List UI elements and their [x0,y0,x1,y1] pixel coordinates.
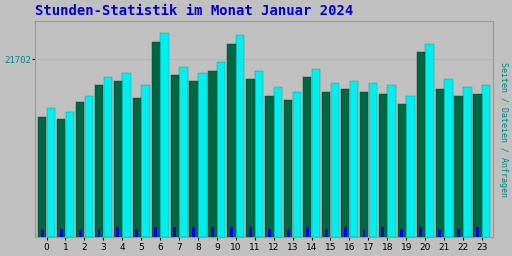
Bar [268,229,271,237]
Bar [381,227,385,237]
Bar [84,96,93,237]
Bar [173,227,176,237]
Bar [170,75,179,237]
Bar [255,71,263,237]
Bar [369,83,377,237]
Bar [57,119,66,237]
Bar [436,89,444,237]
Bar [274,87,282,237]
Bar [198,73,206,237]
Bar [417,52,425,237]
Bar [152,41,160,237]
Bar [425,44,434,237]
Bar [227,44,236,237]
Bar [60,229,62,237]
Bar [287,229,290,237]
Bar [249,227,252,237]
Y-axis label: Seiten / Dateien / Anfragen: Seiten / Dateien / Anfragen [499,61,508,197]
Bar [400,229,403,237]
Bar [192,227,195,237]
Bar [444,79,453,237]
Bar [122,73,131,237]
Bar [331,83,339,237]
Bar [66,112,74,237]
Bar [455,96,463,237]
Bar [474,94,482,237]
Bar [463,87,472,237]
Bar [350,81,358,237]
Bar [388,85,396,237]
Bar [133,98,141,237]
Bar [41,229,44,237]
Bar [116,227,119,237]
Bar [38,116,47,237]
Bar [189,81,198,237]
Bar [154,227,157,237]
Bar [114,81,122,237]
Bar [438,229,441,237]
Bar [419,227,422,237]
Bar [306,227,309,237]
Bar [407,96,415,237]
Bar [476,227,479,237]
Bar [79,229,81,237]
Bar [76,102,84,237]
Bar [379,94,387,237]
Bar [95,85,103,237]
Bar [236,35,244,237]
Bar [103,77,112,237]
Bar [398,104,406,237]
Bar [322,91,330,237]
Bar [325,229,328,237]
Bar [457,229,460,237]
Bar [482,85,490,237]
Bar [47,108,55,237]
Text: Stunden-Statistik im Monat Januar 2024: Stunden-Statistik im Monat Januar 2024 [35,4,353,18]
Bar [312,69,320,237]
Bar [179,67,187,237]
Bar [341,89,349,237]
Bar [360,91,368,237]
Bar [362,229,366,237]
Bar [217,62,225,237]
Bar [293,91,301,237]
Bar [230,227,233,237]
Bar [265,96,273,237]
Bar [141,85,150,237]
Bar [98,229,100,237]
Bar [303,77,311,237]
Bar [246,79,254,237]
Bar [284,100,292,237]
Bar [344,227,347,237]
Bar [160,33,168,237]
Bar [211,227,214,237]
Bar [208,71,217,237]
Bar [135,229,138,237]
